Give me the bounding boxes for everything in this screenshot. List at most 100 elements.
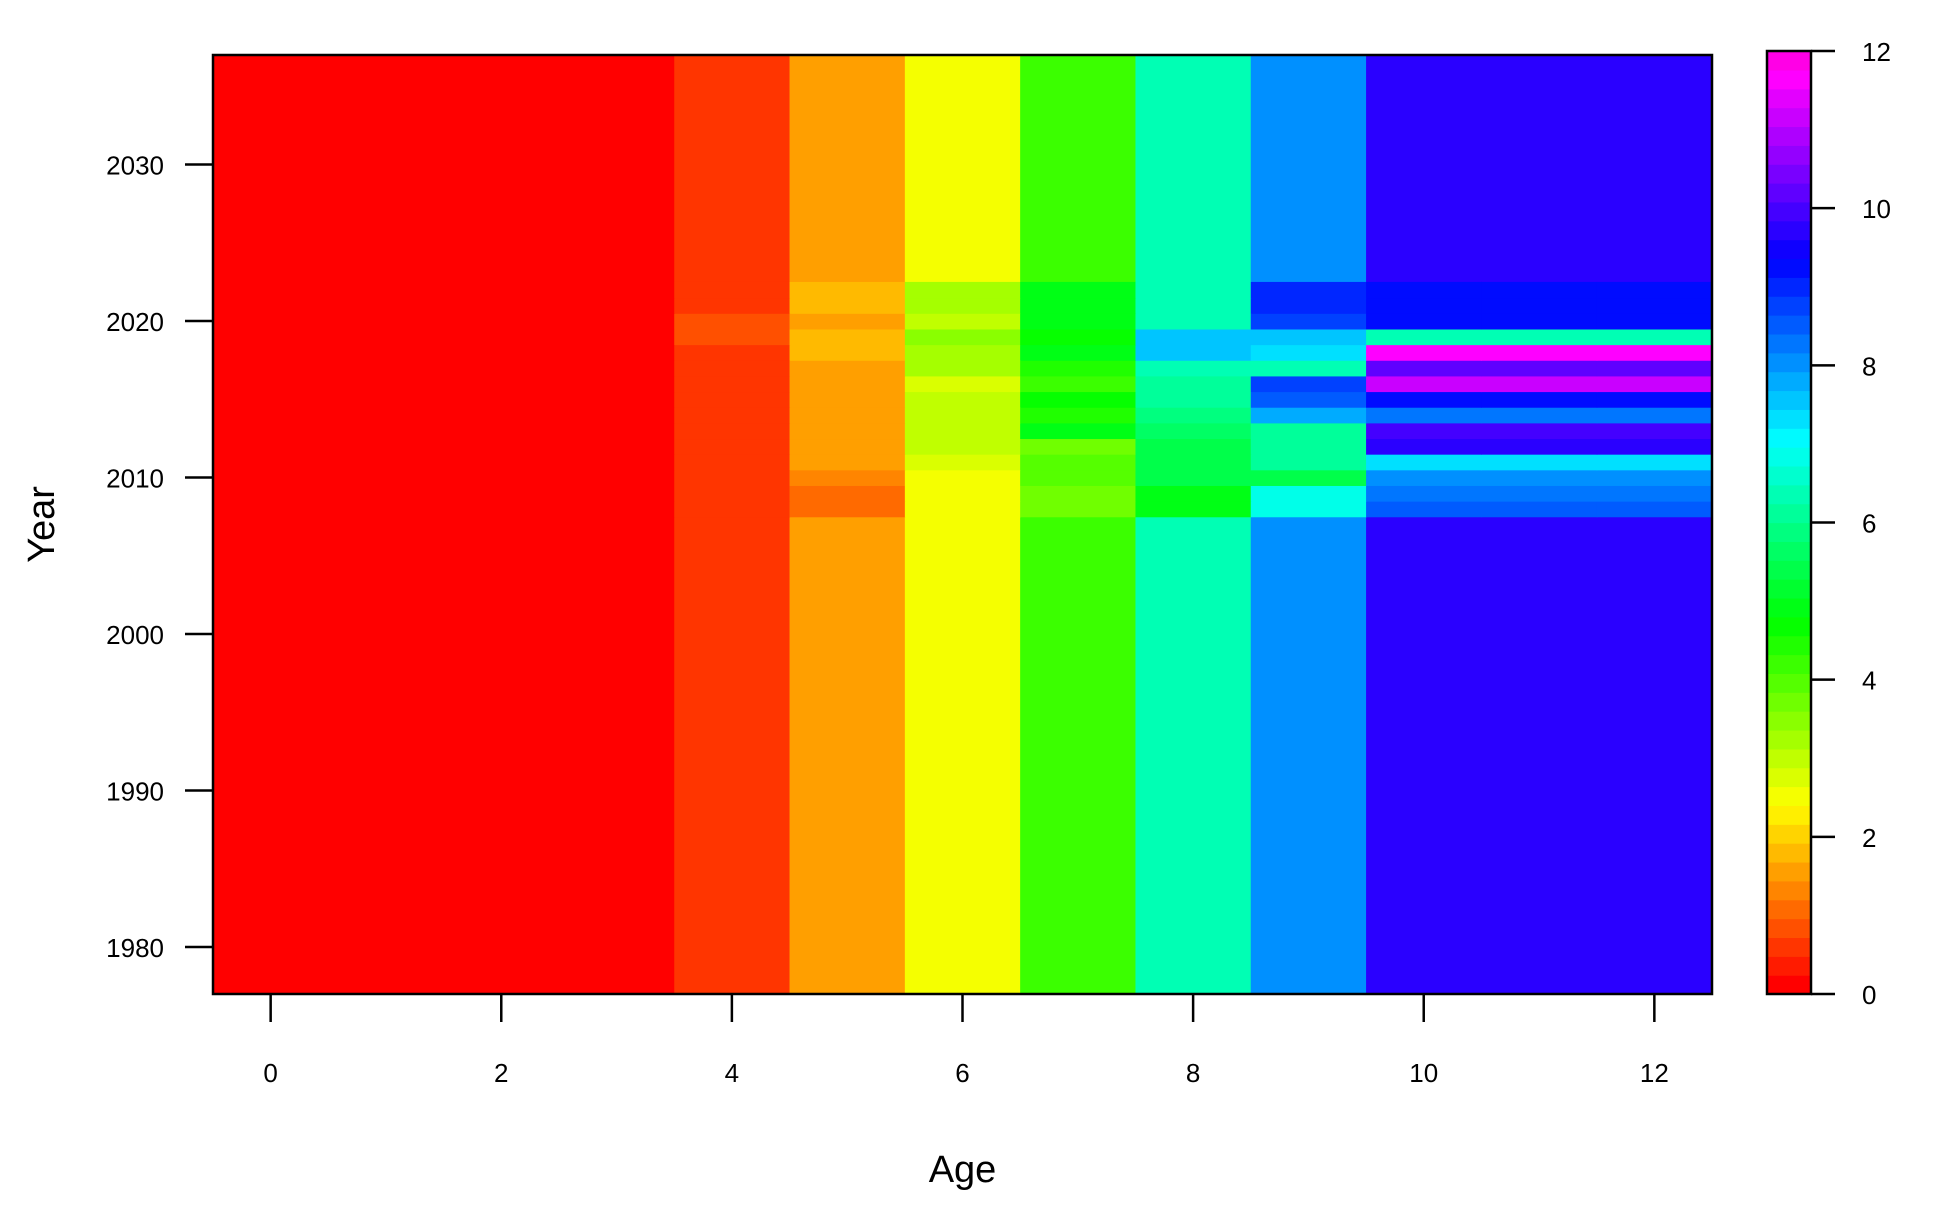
heatmap-cell-baseline-age-2-band-0 bbox=[443, 516, 560, 995]
heatmap-cell-2016-age-0 bbox=[213, 375, 329, 393]
heatmap-cell-baseline-age-9-band-0 bbox=[1250, 516, 1367, 995]
colorbar-swatch-28 bbox=[1767, 447, 1811, 467]
heatmap-cell-2013-age-11 bbox=[1481, 422, 1598, 440]
heatmap-cell-2018-age-11 bbox=[1481, 344, 1598, 361]
colorbar-axis: 0 2 4 6 8 10 12 bbox=[1811, 37, 1891, 1010]
heatmap-cell-2009-age-8 bbox=[1135, 485, 1252, 502]
heatmap-cell-2020-age-3 bbox=[558, 313, 675, 330]
heatmap-cell-2014-age-1 bbox=[328, 407, 445, 424]
heatmap-cell-2016-age-2 bbox=[443, 375, 560, 393]
colorbar-swatch-3 bbox=[1767, 918, 1811, 939]
colorbar-swatch-29 bbox=[1767, 428, 1811, 448]
heatmap-cell-2016-age-10 bbox=[1366, 375, 1482, 393]
heatmap-cell-2009-age-6 bbox=[904, 485, 1021, 502]
heatmap-cell-2015-age-3 bbox=[558, 391, 675, 408]
heatmap-cell-2015-age-5 bbox=[789, 391, 906, 408]
heatmap-cell-2009-age-10 bbox=[1366, 485, 1482, 502]
heatmap-cell-2008-age-1 bbox=[328, 501, 445, 518]
heatmap-cell-2012-age-8 bbox=[1135, 438, 1252, 455]
heatmap-cell-2021-age-10 bbox=[1366, 297, 1482, 314]
heatmap-cell-2017-age-10 bbox=[1366, 360, 1482, 377]
heatmap-cell-2017-age-12 bbox=[1596, 360, 1713, 377]
heatmap-cell-2021-age-9 bbox=[1250, 297, 1367, 314]
heatmap-cell-2016-age-8 bbox=[1135, 375, 1252, 393]
x-tick-label-4: 4 bbox=[725, 1058, 739, 1088]
heatmap-cell-2013-age-5 bbox=[789, 422, 906, 440]
heatmap-cell-baseline-age-11-band-1 bbox=[1481, 55, 1598, 283]
heatmap-cell-baseline-age-4-band-1 bbox=[674, 55, 791, 283]
heatmap-cell-2019-age-2 bbox=[443, 328, 560, 346]
heatmap-cell-2016-age-5 bbox=[789, 375, 906, 393]
heatmap-cell-2010-age-1 bbox=[328, 469, 445, 486]
y-tick-label-2030: 2030 bbox=[106, 151, 164, 181]
heatmap-cell-2022-age-5 bbox=[789, 281, 906, 299]
heatmap-cell-baseline-age-0-band-0 bbox=[213, 516, 329, 995]
heatmap-cell-2020-age-0 bbox=[213, 313, 329, 330]
heatmap-cell-2013-age-0 bbox=[213, 422, 329, 440]
colorbar-swatch-5 bbox=[1767, 880, 1811, 901]
heatmap-cell-2016-age-12 bbox=[1596, 375, 1713, 393]
heatmap-cell-2010-age-3 bbox=[558, 469, 675, 486]
heatmap-cell-2019-age-9 bbox=[1250, 328, 1367, 346]
heatmap-cell-baseline-age-0-band-1 bbox=[213, 55, 329, 283]
heatmap-cell-2019-age-11 bbox=[1481, 328, 1598, 346]
heatmap-cell-2017-age-8 bbox=[1135, 360, 1252, 377]
colorbar-swatch-7 bbox=[1767, 843, 1811, 863]
heatmap-cell-2013-age-3 bbox=[558, 422, 675, 440]
heatmap-cell-baseline-age-1-band-1 bbox=[328, 55, 445, 283]
heatmap-cell-baseline-age-12-band-0 bbox=[1596, 516, 1713, 995]
heatmap-cell-2009-age-3 bbox=[558, 485, 675, 502]
heatmap-cell-2021-age-5 bbox=[789, 297, 906, 314]
colorbar-swatch-33 bbox=[1767, 352, 1811, 373]
colorbar-tick-label-4: 4 bbox=[1862, 666, 1876, 696]
heatmap-cell-2011-age-7 bbox=[1020, 454, 1137, 471]
heatmap-cell-2018-age-9 bbox=[1250, 344, 1367, 361]
colorbar-swatch-21 bbox=[1767, 579, 1811, 599]
heatmap-cell-2014-age-7 bbox=[1020, 407, 1137, 424]
heatmap-cell-2022-age-12 bbox=[1596, 281, 1713, 299]
heatmap-cell-2019-age-1 bbox=[328, 328, 445, 346]
heatmap-cell-2011-age-9 bbox=[1250, 454, 1367, 471]
heatmap-cell-2016-age-4 bbox=[674, 375, 791, 393]
x-tick-label-8: 8 bbox=[1186, 1058, 1200, 1088]
heatmap-cell-2019-age-4 bbox=[674, 328, 791, 346]
heatmap-cell-baseline-age-1-band-0 bbox=[328, 516, 445, 995]
heatmap-cell-2008-age-4 bbox=[674, 501, 791, 518]
heatmap-cell-2008-age-8 bbox=[1135, 501, 1252, 518]
colorbar-swatch-0 bbox=[1767, 975, 1811, 995]
heatmap-cell-2014-age-10 bbox=[1366, 407, 1482, 424]
heatmap-cell-2012-age-5 bbox=[789, 438, 906, 455]
colorbar-swatch-26 bbox=[1767, 484, 1811, 505]
heatmap-cell-2011-age-4 bbox=[674, 454, 791, 471]
y-tick-label-1990: 1990 bbox=[106, 777, 164, 807]
heatmap-cell-2014-age-8 bbox=[1135, 407, 1252, 424]
heatmap-cell-baseline-age-6-band-0 bbox=[904, 516, 1021, 995]
heatmap-cell-2011-age-2 bbox=[443, 454, 560, 471]
colorbar-swatch-24 bbox=[1767, 522, 1811, 542]
x-axis-title: Age bbox=[929, 1149, 997, 1191]
heatmap-cell-baseline-age-8-band-1 bbox=[1135, 55, 1252, 283]
heatmap-cell-2022-age-11 bbox=[1481, 281, 1598, 299]
colorbar-swatch-49 bbox=[1767, 51, 1811, 71]
colorbar-swatch-37 bbox=[1767, 277, 1811, 297]
colorbar-swatch-12 bbox=[1767, 748, 1811, 769]
colorbar-swatch-2 bbox=[1767, 937, 1811, 957]
colorbar-swatch-19 bbox=[1767, 616, 1811, 637]
heatmap-cell-2009-age-7 bbox=[1020, 485, 1137, 502]
heatmap-cell-2016-age-9 bbox=[1250, 375, 1367, 393]
colorbar-swatch-30 bbox=[1767, 409, 1811, 429]
heatmap-cell-2022-age-2 bbox=[443, 281, 560, 299]
heatmap-cell-2022-age-7 bbox=[1020, 281, 1137, 299]
heatmap-cell-2015-age-2 bbox=[443, 391, 560, 408]
heatmap-cell-2012-age-2 bbox=[443, 438, 560, 455]
heatmap-cell-baseline-age-10-band-1 bbox=[1366, 55, 1482, 283]
heatmap-cell-2014-age-9 bbox=[1250, 407, 1367, 424]
colorbar-swatch-4 bbox=[1767, 899, 1811, 920]
colorbar-swatch-11 bbox=[1767, 767, 1811, 788]
heatmap-cell-2009-age-4 bbox=[674, 485, 791, 502]
colorbar-swatch-47 bbox=[1767, 88, 1811, 109]
heatmap-cell-2017-age-2 bbox=[443, 360, 560, 377]
heatmap-cell-2015-age-12 bbox=[1596, 391, 1713, 408]
heatmap-cell-2015-age-1 bbox=[328, 391, 445, 408]
heatmap-cell-2011-age-8 bbox=[1135, 454, 1252, 471]
